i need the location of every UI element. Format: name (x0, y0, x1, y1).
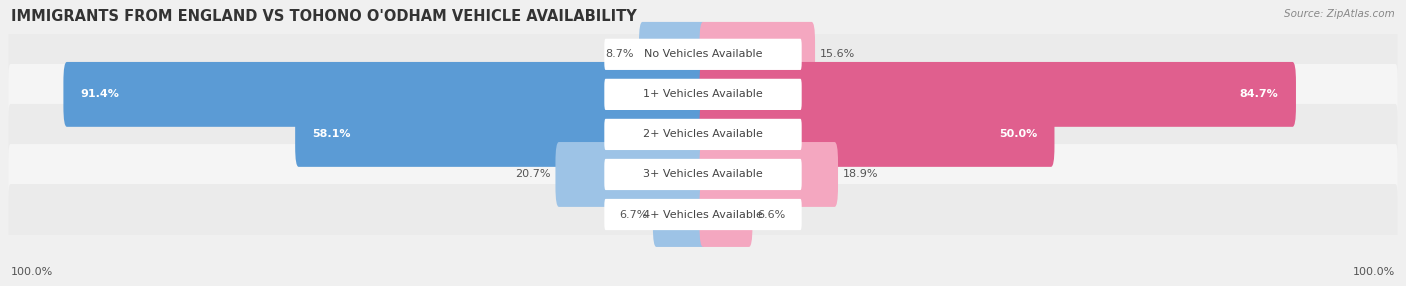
Text: No Vehicles Available: No Vehicles Available (644, 49, 762, 59)
Text: 4+ Vehicles Available: 4+ Vehicles Available (643, 210, 763, 219)
Legend: Immigrants from England, Tohono O'odham: Immigrants from England, Tohono O'odham (551, 282, 855, 286)
Text: Source: ZipAtlas.com: Source: ZipAtlas.com (1284, 9, 1395, 19)
Text: 91.4%: 91.4% (80, 90, 120, 99)
FancyBboxPatch shape (652, 182, 706, 247)
FancyBboxPatch shape (295, 102, 706, 167)
FancyBboxPatch shape (700, 22, 815, 87)
FancyBboxPatch shape (605, 119, 801, 150)
FancyBboxPatch shape (638, 22, 706, 87)
Text: 8.7%: 8.7% (606, 49, 634, 59)
Text: 3+ Vehicles Available: 3+ Vehicles Available (643, 170, 763, 179)
Text: 2+ Vehicles Available: 2+ Vehicles Available (643, 130, 763, 139)
FancyBboxPatch shape (605, 199, 801, 230)
Text: 6.6%: 6.6% (758, 210, 786, 219)
Text: IMMIGRANTS FROM ENGLAND VS TOHONO O'ODHAM VEHICLE AVAILABILITY: IMMIGRANTS FROM ENGLAND VS TOHONO O'ODHA… (11, 9, 637, 23)
FancyBboxPatch shape (8, 144, 1398, 205)
FancyBboxPatch shape (605, 39, 801, 70)
FancyBboxPatch shape (700, 182, 752, 247)
FancyBboxPatch shape (8, 184, 1398, 245)
Text: 15.6%: 15.6% (820, 49, 855, 59)
Text: 84.7%: 84.7% (1240, 90, 1278, 99)
Text: 58.1%: 58.1% (312, 130, 352, 139)
Text: 18.9%: 18.9% (842, 170, 879, 179)
Text: 50.0%: 50.0% (998, 130, 1038, 139)
FancyBboxPatch shape (700, 142, 838, 207)
Text: 1+ Vehicles Available: 1+ Vehicles Available (643, 90, 763, 99)
Text: 100.0%: 100.0% (11, 267, 53, 277)
FancyBboxPatch shape (8, 24, 1398, 85)
FancyBboxPatch shape (700, 62, 1296, 127)
Text: 20.7%: 20.7% (515, 170, 551, 179)
Text: 100.0%: 100.0% (1353, 267, 1395, 277)
FancyBboxPatch shape (63, 62, 706, 127)
FancyBboxPatch shape (8, 104, 1398, 165)
Text: 6.7%: 6.7% (620, 210, 648, 219)
FancyBboxPatch shape (605, 159, 801, 190)
FancyBboxPatch shape (605, 79, 801, 110)
FancyBboxPatch shape (555, 142, 706, 207)
FancyBboxPatch shape (700, 102, 1054, 167)
FancyBboxPatch shape (8, 64, 1398, 125)
